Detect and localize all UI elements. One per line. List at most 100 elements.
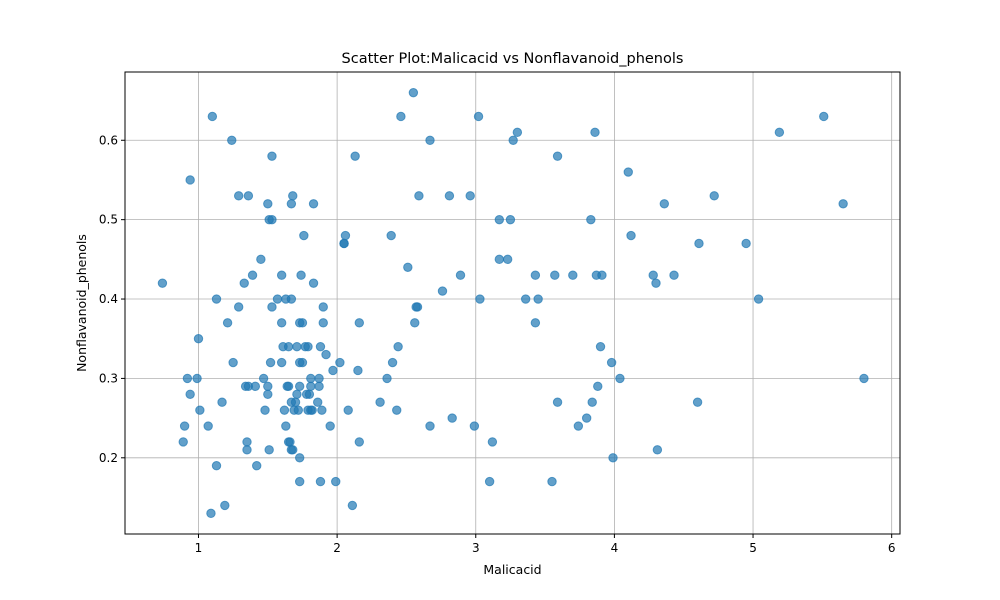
scatter-point	[608, 453, 618, 463]
scatter-point	[586, 214, 596, 225]
scatter-point	[753, 294, 764, 304]
scatter-point	[581, 413, 592, 423]
scatter-point	[568, 270, 578, 280]
scatter-point	[263, 199, 273, 209]
scatter-point	[247, 270, 258, 280]
scatter-point	[267, 214, 277, 225]
scatter-point	[250, 381, 261, 392]
scatter-point	[414, 191, 424, 201]
scatter-point	[318, 318, 328, 328]
y-tick-label: 0.4	[99, 292, 118, 306]
scatter-point	[530, 318, 541, 328]
scatter-point	[386, 230, 396, 241]
scatter-point	[195, 405, 205, 415]
scatter-point	[211, 294, 222, 304]
scatter-point	[276, 318, 287, 328]
scatter-point	[267, 151, 277, 161]
scatter-point	[318, 302, 328, 312]
y-tick-label: 0.5	[99, 213, 118, 227]
scatter-point	[648, 270, 658, 280]
scatter-point	[651, 278, 661, 288]
scatter-point	[303, 341, 313, 352]
scatter-point	[321, 349, 331, 360]
scatter-point	[283, 341, 294, 352]
scatter-point	[228, 357, 238, 368]
scatter-point	[447, 413, 457, 423]
scatter-point	[597, 270, 607, 280]
scatter-point	[502, 254, 513, 265]
scatter-point	[469, 421, 480, 431]
scatter-point	[465, 191, 475, 201]
scatter-point	[396, 111, 406, 122]
scatter-point	[328, 365, 338, 376]
scatter-point	[299, 230, 309, 241]
scatter-point	[692, 397, 703, 407]
scatter-point	[317, 405, 327, 415]
scatter-point	[185, 175, 195, 185]
scatter-point	[375, 397, 385, 407]
scatter-point	[217, 397, 227, 407]
scatter-point	[306, 373, 316, 384]
scatter-point	[222, 318, 233, 328]
x-tick-label: 2	[333, 541, 341, 555]
scatter-point	[606, 357, 617, 368]
scatter-point	[211, 461, 222, 471]
scatter-point	[283, 381, 294, 392]
scatter-point	[285, 437, 295, 447]
grid-layer	[125, 72, 900, 534]
scatter-point	[286, 294, 297, 304]
scatter-point	[587, 397, 597, 407]
scatter-point	[206, 508, 216, 519]
scatter-point	[304, 389, 315, 399]
scatter-point	[258, 373, 269, 384]
scatter-point	[335, 357, 345, 368]
scatter-point	[233, 302, 244, 312]
scatter-point	[838, 199, 848, 209]
scatter-point	[178, 437, 188, 447]
scatter-point	[573, 421, 584, 431]
scatter-point	[294, 381, 305, 392]
scatter-point	[185, 389, 195, 399]
x-tick-label: 1	[195, 541, 203, 555]
scatter-point	[263, 389, 273, 399]
scatter-point	[306, 381, 316, 392]
scatter-point	[350, 151, 360, 161]
scatter-point	[294, 453, 305, 463]
scatter-point	[292, 389, 302, 399]
scatter-point	[347, 500, 358, 511]
scatter-point	[260, 405, 270, 415]
scatter-point	[669, 270, 679, 280]
scatter-point	[595, 341, 606, 352]
scatter-point	[279, 405, 290, 415]
scatter-point	[315, 476, 326, 487]
scatter-point	[859, 373, 869, 384]
scatter-point	[819, 111, 829, 122]
scatter-point	[207, 111, 218, 122]
x-axis-label: Malicacid	[483, 562, 541, 577]
y-tick-label: 0.3	[99, 371, 118, 385]
scatter-point	[410, 318, 420, 328]
scatter-point	[243, 191, 254, 201]
scatter-point	[552, 151, 563, 161]
scatter-point	[263, 381, 273, 392]
scatter-point	[267, 302, 277, 312]
scatter-point	[292, 341, 302, 352]
scatter-point	[227, 135, 237, 145]
scatter-point	[256, 254, 266, 265]
scatter-point	[408, 87, 419, 98]
scatter-point	[340, 230, 351, 241]
scatter-point	[265, 357, 276, 368]
points-layer	[157, 87, 869, 519]
scatter-point	[425, 421, 435, 431]
scatter-point	[264, 445, 274, 455]
scatter-point	[547, 476, 557, 487]
y-tick-label: 0.2	[99, 451, 118, 465]
scatter-point	[281, 421, 291, 431]
x-tick-label: 5	[749, 541, 757, 555]
ticks-layer: 1 2 3 4 5 6 0.2 0.3 0.4 0.5 0.6	[99, 133, 896, 555]
scatter-point	[354, 437, 365, 447]
scatter-point	[387, 357, 398, 368]
scatter-point	[533, 294, 543, 304]
scatter-point	[550, 270, 560, 280]
scatter-point	[444, 191, 455, 201]
